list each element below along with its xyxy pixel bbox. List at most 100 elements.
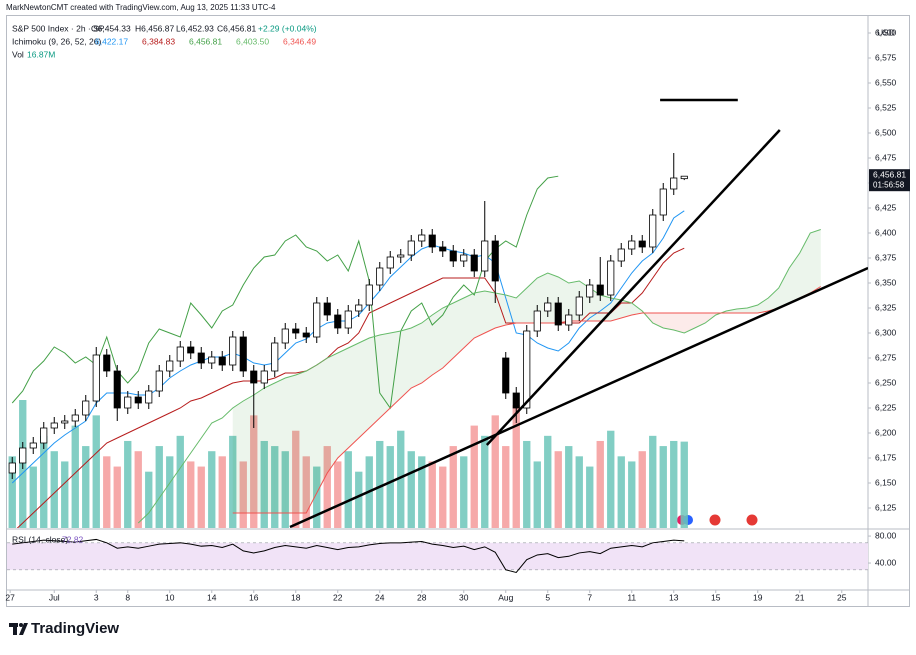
candle-body (607, 260, 615, 296)
candle-body (250, 370, 258, 384)
volume-bar (470, 425, 478, 528)
rsi-line (12, 538, 685, 574)
candle-body (71, 414, 79, 422)
cloud (789, 253, 800, 303)
candle-body (617, 248, 625, 262)
ichimoku-label: Ichimoku (9, 26, 52, 26) (12, 36, 101, 46)
countdown-label: 01:56:58 (873, 180, 905, 189)
volume-bar (292, 430, 300, 528)
volume-bar (271, 446, 279, 528)
x-tick-label: 18 (291, 592, 301, 602)
volume-bar (92, 415, 100, 528)
y-tick-label: 6,125 (875, 502, 897, 512)
cloud (232, 401, 244, 513)
volume-bar (281, 451, 289, 528)
x-tick-label: 8 (125, 592, 130, 602)
ichimoku-value: 6,422.17 (95, 36, 128, 46)
volume-bar (302, 456, 310, 528)
trend-line (289, 266, 868, 528)
y-tick-label: 6,350 (875, 277, 897, 287)
cloud (285, 375, 296, 513)
volume-bar (61, 461, 69, 528)
candle-body (40, 427, 48, 444)
rsi-value: 72.82 (62, 534, 84, 544)
volume-bar (155, 446, 163, 528)
ichimoku-line (232, 286, 822, 514)
candle-body (50, 422, 58, 429)
ichimoku-value: 6,384.83 (142, 36, 175, 46)
volume-bar (607, 430, 615, 528)
x-tick-label: 16 (249, 592, 259, 602)
cloud (778, 268, 790, 308)
volume-bar (418, 456, 426, 528)
volume-bar (176, 435, 184, 528)
candle-body (502, 357, 510, 394)
cloud (400, 328, 412, 398)
trend-line (485, 129, 781, 446)
y-tick-label: 6,275 (875, 352, 897, 362)
candle-body (638, 240, 646, 248)
volume-bar (145, 471, 153, 528)
cloud (516, 288, 527, 323)
y-tick-label: 6,400 (875, 227, 897, 237)
candle-body (407, 240, 415, 256)
cloud (810, 229, 821, 293)
volume-bar (134, 451, 142, 528)
candle-body (29, 442, 37, 449)
x-tick-label: 10 (165, 592, 175, 602)
candle-body (386, 256, 394, 269)
candle-body (418, 234, 426, 242)
candle-body (8, 462, 16, 474)
volume-bar (103, 456, 111, 528)
cloud (631, 303, 643, 315)
x-tick-label: 21 (795, 592, 805, 602)
volume-bar (460, 456, 468, 528)
candle-body (92, 354, 100, 402)
x-tick-label: 13 (669, 592, 679, 602)
y-tick-label: 6,200 (875, 427, 897, 437)
cloud (484, 291, 496, 333)
volume-bar (82, 446, 90, 528)
candle-body (523, 330, 531, 409)
volume-bar (323, 446, 331, 528)
candle-body (155, 370, 163, 392)
volume-bar (166, 456, 174, 528)
volume-bar (344, 451, 352, 528)
candle-body (61, 420, 69, 424)
cloud (453, 298, 464, 358)
candle-body (565, 314, 573, 326)
y-tick-label: 6,375 (875, 252, 897, 262)
ohlc-label: L6,452.93 (176, 23, 214, 33)
ichimoku-value: 6,403.50 (236, 36, 269, 46)
frame (6, 15, 910, 607)
volume-bar (617, 456, 625, 528)
brand-name: TradingView (31, 620, 119, 637)
cloud (621, 300, 632, 318)
cloud (747, 305, 758, 313)
x-tick-label: 28 (417, 592, 427, 602)
cloud (348, 343, 359, 448)
volume-bar (565, 446, 573, 528)
candle-body (239, 336, 247, 372)
candle-body (544, 302, 552, 312)
last-price-label: 6,456.81 (873, 169, 906, 179)
candle-body (344, 310, 352, 329)
candle-body (470, 254, 478, 272)
rsi-label: RSI (14, close) (12, 534, 68, 544)
volume-bar (523, 440, 531, 528)
x-tick-label: 3 (94, 592, 99, 602)
candle-body (575, 296, 583, 316)
volume-bar (71, 425, 79, 528)
cloud (474, 291, 485, 338)
ohlc-label: O6,454.33 (91, 23, 131, 33)
y-tick-label: 6,475 (875, 152, 897, 162)
candle-body (439, 246, 447, 252)
volume-bar (113, 466, 121, 528)
x-tick-label: 27 (5, 592, 15, 602)
candle-body (82, 400, 90, 416)
rsi-band (7, 542, 868, 570)
volume-bar (229, 435, 237, 528)
candle-body (533, 310, 541, 332)
candle-body (103, 354, 111, 372)
